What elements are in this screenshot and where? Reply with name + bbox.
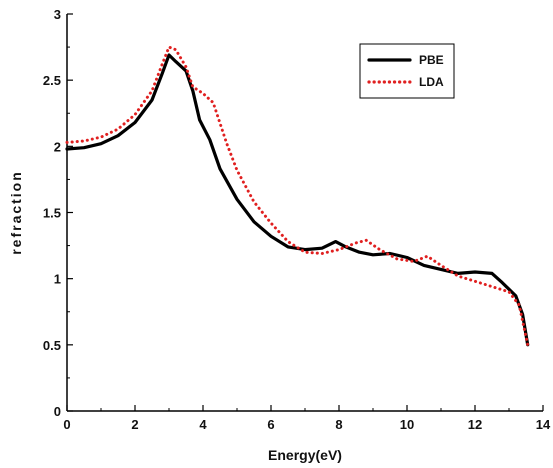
series-line-lda xyxy=(65,45,530,347)
series-layer xyxy=(65,45,530,347)
plot-area xyxy=(66,14,543,412)
y-tick-label: 0 xyxy=(54,404,61,419)
x-tick-label: 0 xyxy=(63,417,70,432)
y-tick-label: 3 xyxy=(54,7,61,22)
x-tick-label: 4 xyxy=(199,417,207,432)
x-tick-label: 2 xyxy=(131,417,138,432)
x-tick-label: 6 xyxy=(267,417,274,432)
legend-label-pbe: PBE xyxy=(419,53,444,67)
series-line-pbe xyxy=(65,53,530,347)
x-axis-title: Energy(eV) xyxy=(268,447,342,463)
legend-label-lda: LDA xyxy=(419,75,444,89)
legend-box xyxy=(359,43,455,99)
legend: PBE LDA xyxy=(359,43,455,99)
y-axis-title: refraction xyxy=(8,170,24,255)
y-axis-ticks: 0 0.5 1 1.5 2 2.5 3 xyxy=(43,7,73,419)
y-tick-label: 0.5 xyxy=(43,338,61,353)
x-tick-label: 14 xyxy=(536,417,551,432)
x-tick-label: 12 xyxy=(468,417,482,432)
x-tick-label: 10 xyxy=(400,417,414,432)
y-tick-label: 1.5 xyxy=(43,206,61,221)
y-tick-label: 2 xyxy=(54,139,61,154)
y-tick-label: 2.5 xyxy=(43,73,61,88)
y-tick-label: 1 xyxy=(54,272,61,287)
x-tick-label: 8 xyxy=(335,417,342,432)
x-axis-ticks: 0 2 4 6 8 10 12 14 xyxy=(63,405,551,432)
